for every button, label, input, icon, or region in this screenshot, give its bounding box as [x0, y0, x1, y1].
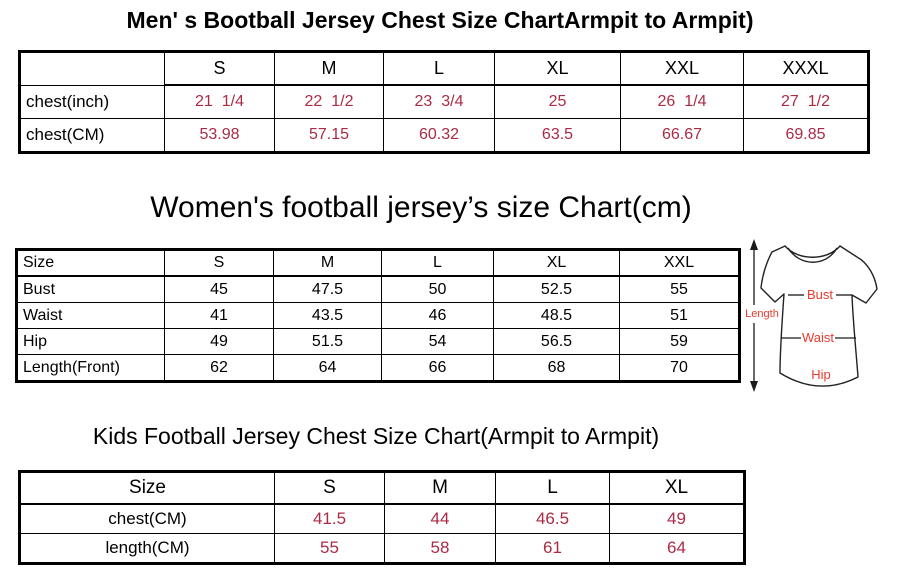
tshirt-measurement-diagram: Length Bust Waist Hip	[745, 239, 878, 392]
table-row: Waist 41 43.5 46 48.5 51	[16, 302, 740, 329]
length-label: Length	[745, 308, 779, 320]
size-value: 48.5	[493, 302, 620, 329]
column-header: Size	[19, 471, 275, 505]
size-value: 62	[164, 354, 274, 382]
size-value: 26 1/4	[620, 84, 744, 119]
header-row: Size S M L XL XXL	[16, 249, 740, 277]
table-row: chest(inch) 21 1/4 22 1/2 23 3/4 25 26 1/4 27 …	[19, 84, 869, 119]
row-label: chest(CM)	[19, 118, 165, 153]
size-value: 27 1/2	[743, 84, 869, 119]
womens-size-table: Size S M L XL XXL Bust 45 47.5 50 52.5 55 Waist 41 43.…	[15, 248, 741, 383]
column-header: S	[164, 51, 275, 86]
size-value: 44	[384, 503, 496, 534]
length-label-backing	[745, 306, 780, 320]
size-value: 41	[164, 302, 274, 329]
size-value: 41.5	[274, 503, 385, 534]
column-header: XXL	[619, 249, 740, 277]
column-header: XXXL	[743, 51, 869, 86]
size-value: 59	[619, 328, 740, 355]
header-row: Size S M L XL	[19, 471, 745, 505]
size-value: 56.5	[493, 328, 620, 355]
womens-chart-title: Women's football jersey’s size Chart(cm)	[150, 191, 692, 224]
size-value: 52.5	[493, 275, 620, 303]
table-row: chest(CM) 53.98 57.15 60.32 63.5 66.67 69.85	[19, 118, 869, 153]
row-label: chest(inch)	[19, 84, 165, 119]
column-header: S	[274, 471, 385, 505]
column-header: Size	[16, 249, 165, 277]
row-label: length(CM)	[19, 533, 275, 564]
size-value: 46	[381, 302, 494, 329]
length-arrow	[750, 239, 758, 392]
measurement-lines	[781, 294, 856, 339]
size-value: 63.5	[494, 118, 621, 153]
size-value: 54	[381, 328, 494, 355]
hip-label: Hip	[811, 367, 831, 382]
size-value: 45	[164, 275, 274, 303]
tshirt-outline-icon	[760, 245, 878, 387]
size-value: 51.5	[273, 328, 382, 355]
column-header: M	[384, 471, 496, 505]
mens-chart-title: Men' s Bootball Jersey Chest Size ChartA…	[126, 7, 754, 33]
waist-label: Waist	[802, 330, 834, 345]
row-label: Bust	[16, 275, 165, 303]
size-value: 55	[619, 275, 740, 303]
mens-size-table: S M L XL XXL XXXL chest(inch) 21 1/4 22 1/2 23 3/…	[18, 50, 870, 154]
table-row: chest(CM) 41.5 44 46.5 49	[19, 503, 745, 534]
size-value: 21 1/4	[164, 84, 275, 119]
size-value: 58	[384, 533, 496, 564]
size-value: 61	[495, 533, 610, 564]
row-label: Hip	[16, 328, 165, 355]
row-label: Waist	[16, 302, 165, 329]
size-value: 51	[619, 302, 740, 329]
size-value: 22 1/2	[274, 84, 384, 119]
table-row: Bust 45 47.5 50 52.5 55	[16, 275, 740, 303]
column-header: L	[383, 51, 495, 86]
size-value: 64	[273, 354, 382, 382]
size-value: 46.5	[495, 503, 610, 534]
size-value: 53.98	[164, 118, 275, 153]
kids-chart-title: Kids Football Jersey Chest Size Chart(Ar…	[92, 423, 660, 449]
table-row: Length(Front) 62 64 66 68 70	[16, 354, 740, 382]
column-header: XL	[493, 249, 620, 277]
size-value: 49	[609, 503, 745, 534]
column-header: M	[274, 51, 384, 86]
column-header: L	[495, 471, 610, 505]
size-value: 49	[164, 328, 274, 355]
bust-label: Bust	[807, 287, 833, 302]
size-value: 66	[381, 354, 494, 382]
kids-size-table: Size S M L XL chest(CM) 41.5 44 46.5 49 length(CM)…	[18, 470, 746, 565]
column-header: L	[381, 249, 494, 277]
size-value: 43.5	[273, 302, 382, 329]
size-value: 64	[609, 533, 745, 564]
size-value: 23 3/4	[383, 84, 495, 119]
size-value: 57.15	[274, 118, 384, 153]
column-header: S	[164, 249, 274, 277]
row-label: Length(Front)	[16, 354, 165, 382]
column-header: M	[273, 249, 382, 277]
size-value: 47.5	[273, 275, 382, 303]
size-value: 66.67	[620, 118, 744, 153]
size-value: 70	[619, 354, 740, 382]
header-row: S M L XL XXL XXXL	[19, 51, 869, 86]
column-header: XL	[609, 471, 745, 505]
table-row: Hip 49 51.5 54 56.5 59	[16, 328, 740, 355]
size-value: 25	[494, 84, 621, 119]
column-header: XXL	[620, 51, 744, 86]
size-value: 50	[381, 275, 494, 303]
size-value: 55	[274, 533, 385, 564]
size-value: 60.32	[383, 118, 495, 153]
row-label: chest(CM)	[19, 503, 275, 534]
column-header: XL	[494, 51, 621, 86]
size-value: 69.85	[743, 118, 869, 153]
table-row: length(CM) 55 58 61 64	[19, 533, 745, 564]
size-value: 68	[493, 354, 620, 382]
column-header	[19, 51, 165, 86]
